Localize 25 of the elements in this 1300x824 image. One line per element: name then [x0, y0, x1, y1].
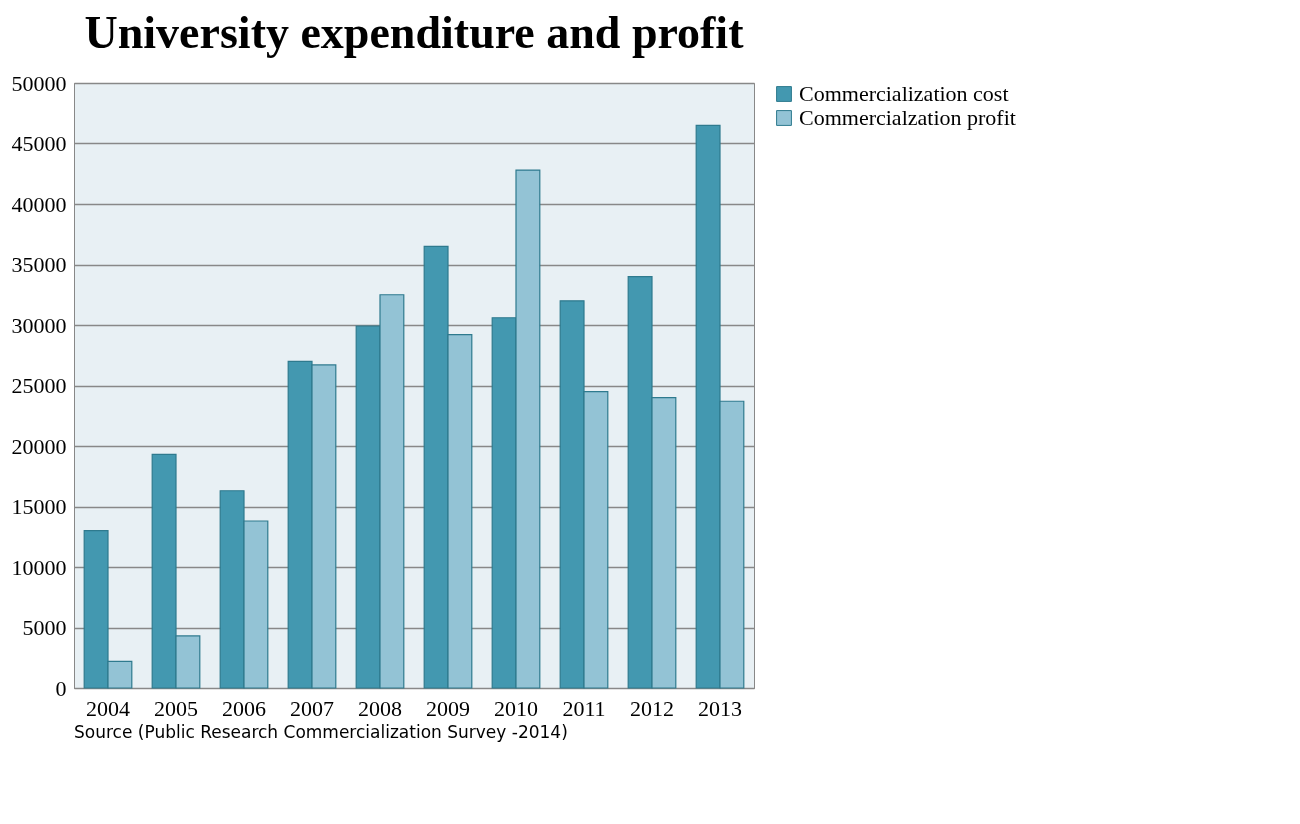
- y-tick-label: 15000: [11, 494, 67, 519]
- x-tick-label: 2010: [494, 695, 538, 721]
- chart-title: University expenditure and profit: [84, 7, 745, 58]
- y-tick-label: 50000: [11, 70, 67, 96]
- x-tick-label: 2008: [358, 695, 402, 721]
- x-tick-label: 2009: [426, 695, 470, 721]
- y-tick-label: 5000: [22, 615, 67, 640]
- x-tick-label: 2005: [154, 695, 198, 721]
- legend-label: Commercialzation profit: [799, 105, 1016, 130]
- x-tick-label: 2011: [562, 695, 606, 721]
- x-tick-label: 2012: [630, 695, 674, 721]
- y-tick-label: 10000: [11, 554, 67, 580]
- x-tick-label: 2007: [290, 695, 334, 721]
- y-tick-label: 40000: [11, 191, 67, 217]
- y-tick-label: 0: [55, 675, 67, 701]
- y-tick-label: 45000: [11, 131, 67, 156]
- x-tick-label: 2013: [698, 695, 742, 721]
- source-note: Source (Public Research Commercialization Survey -2014): [74, 722, 568, 742]
- x-tick-label: 2004: [86, 695, 130, 721]
- y-tick-label: 25000: [11, 373, 67, 398]
- x-tick-label: 2006: [222, 695, 266, 721]
- y-tick-label: 30000: [11, 312, 67, 338]
- y-tick-label: 35000: [11, 252, 67, 277]
- y-tick-label: 20000: [11, 433, 67, 459]
- legend-label: Commercialization cost: [799, 81, 1009, 106]
